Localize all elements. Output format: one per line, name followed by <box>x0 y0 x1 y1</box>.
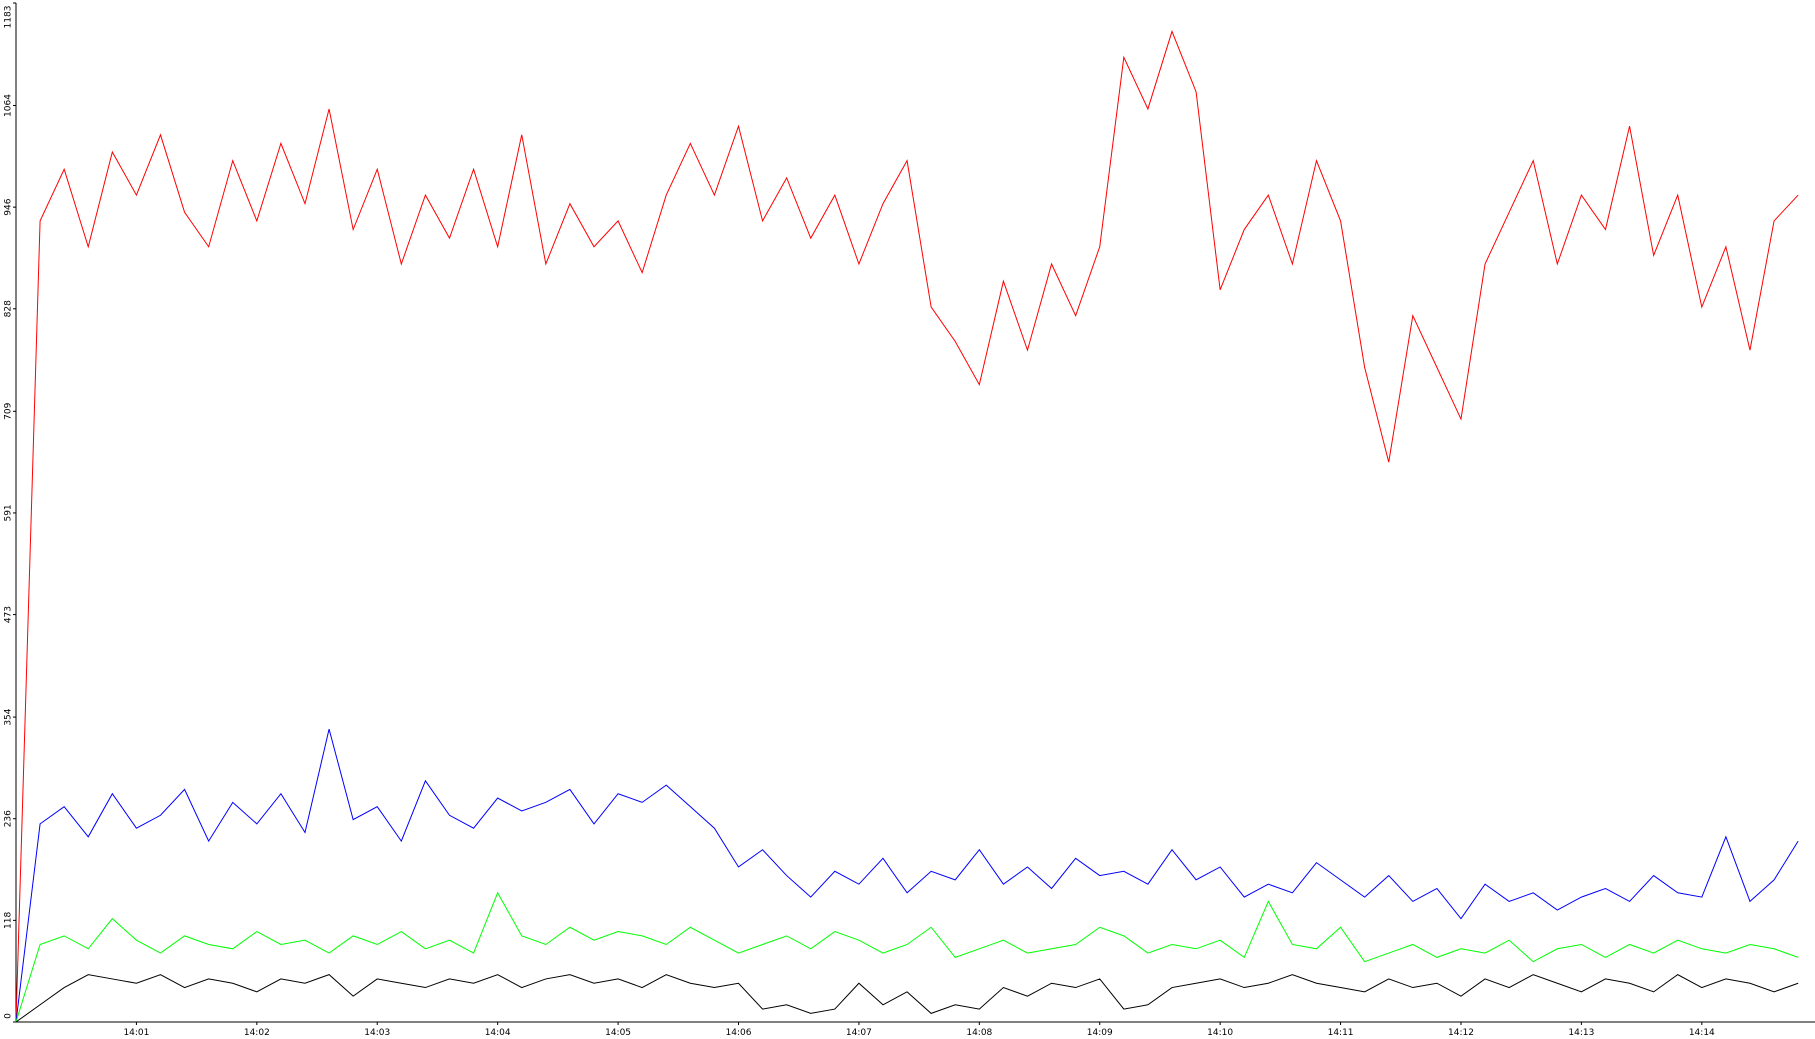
x-tick-label: 14:13 <box>1568 1028 1594 1038</box>
y-tick-label: 1064 <box>4 94 14 117</box>
series-line <box>15 891 1799 1023</box>
x-tick-label: 14:04 <box>485 1028 511 1038</box>
x-tick-label: 14:11 <box>1328 1028 1354 1038</box>
series-line <box>15 974 1799 1023</box>
y-tick-label: 118 <box>4 912 14 929</box>
y-tick-label: 0 <box>4 1013 14 1019</box>
y-tick-label: 709 <box>4 402 14 419</box>
x-tick-label: 14:02 <box>244 1028 270 1038</box>
x-tick-label: 14:08 <box>966 1028 992 1038</box>
x-tick-label: 14:01 <box>123 1028 149 1038</box>
x-tick-label: 14:07 <box>846 1028 872 1038</box>
x-tick-label: 14:10 <box>1207 1028 1233 1038</box>
y-tick-label: 1183 <box>4 6 14 29</box>
x-tick-label: 14:06 <box>726 1028 752 1038</box>
y-tick-label: 946 <box>4 198 14 215</box>
series-line <box>15 29 1799 1023</box>
y-tick-label: 828 <box>4 300 14 317</box>
y-tick-label: 473 <box>4 606 14 623</box>
x-tick-label: 14:14 <box>1689 1028 1715 1038</box>
x-tick-label: 14:03 <box>364 1028 390 1038</box>
x-tick-label: 14:12 <box>1448 1028 1474 1038</box>
series-line <box>15 729 1799 1023</box>
x-tick-label: 14:05 <box>605 1028 631 1038</box>
x-tick-label: 14:09 <box>1087 1028 1113 1038</box>
y-tick-label: 236 <box>4 810 14 827</box>
y-tick-label: 591 <box>4 504 14 521</box>
y-tick-label: 354 <box>4 708 14 725</box>
